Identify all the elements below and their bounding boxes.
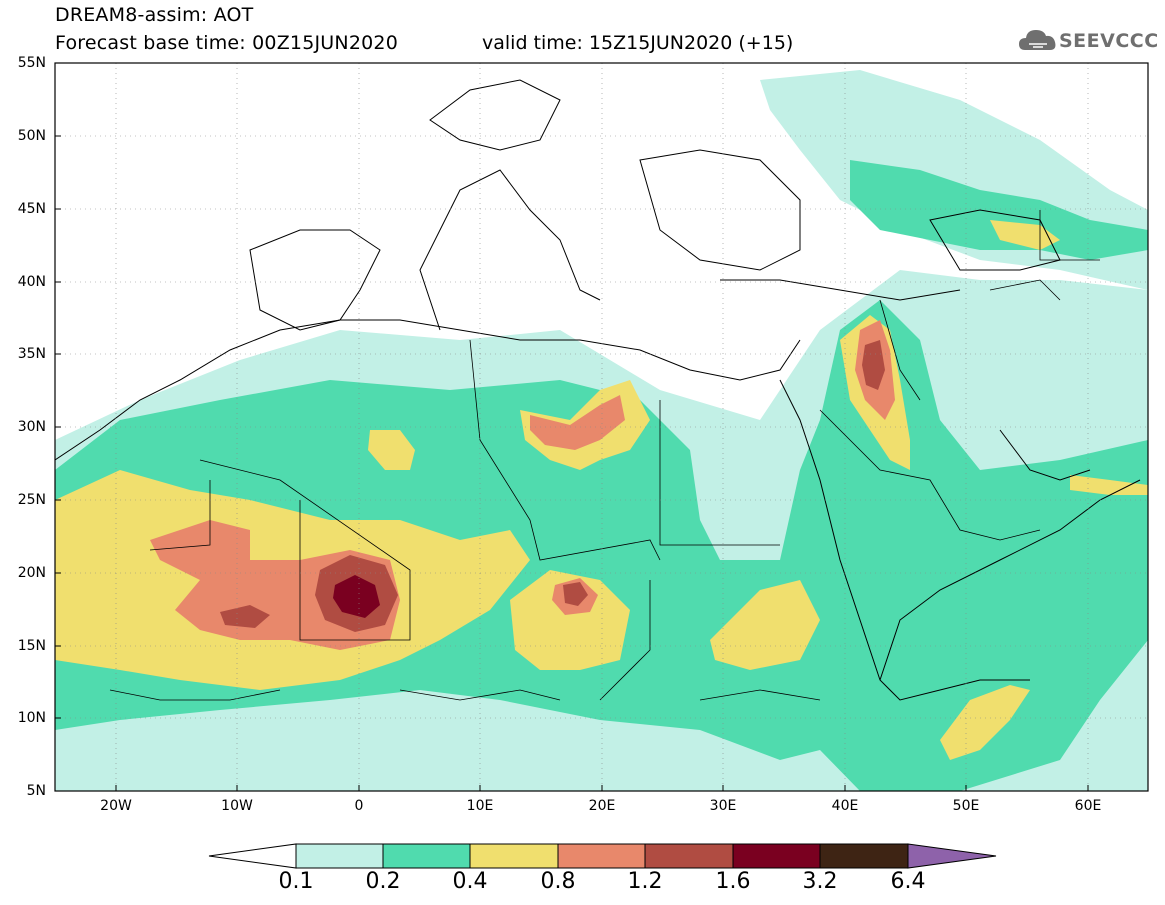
colorbar-bin-0.4 [469, 843, 559, 869]
lat-label: 15N [17, 638, 46, 654]
colorbar-over-arrow [907, 843, 997, 869]
logo-text: SEEVCCC [1059, 30, 1159, 52]
aot-level-1.6 [333, 575, 380, 618]
colorbar-bin-0.8 [557, 843, 646, 869]
colorbar-label: 3.2 [802, 869, 838, 894]
lon-label: 0 [354, 798, 364, 814]
cloud-logo-icon [1019, 30, 1056, 50]
colorbar [208, 843, 997, 869]
lon-label: 20W [100, 798, 132, 814]
lon-label: 10E [466, 798, 494, 814]
colorbar-bin-1.2 [644, 843, 734, 869]
colorbar-label: 0.4 [452, 869, 488, 894]
colorbar-label: 0.2 [365, 869, 401, 894]
chart-title: DREAM8-assim: AOT [55, 4, 254, 26]
colorbar-label: 0.8 [540, 869, 576, 894]
lat-label: 20N [17, 565, 46, 581]
valid-time: valid time: 15Z15JUN2020 (+15) [482, 32, 794, 54]
lat-label: 35N [17, 346, 46, 362]
lat-label: 45N [17, 201, 46, 217]
country-borders [109, 210, 1100, 701]
lat-label: 30N [17, 419, 46, 435]
axis-ticks [55, 135, 1089, 791]
lat-label: 50N [17, 128, 46, 144]
colorbar-bin-0.2 [382, 843, 471, 869]
colorbar-label: 0.1 [278, 869, 314, 894]
lat-label: 5N [26, 783, 46, 799]
colorbar-under-arrow [208, 843, 297, 869]
colorbar-bin-0.1 [295, 843, 384, 869]
lat-label: 55N [17, 55, 46, 71]
colorbar-bin-3.2 [819, 843, 909, 869]
base-time: Forecast base time: 00Z15JUN2020 [55, 32, 398, 54]
lat-label: 10N [17, 710, 46, 726]
lon-label: 50E [952, 798, 980, 814]
colorbar-label: 1.6 [715, 869, 751, 894]
lon-label: 20E [588, 798, 616, 814]
colorbar-label: 6.4 [890, 869, 926, 894]
lat-label: 25N [17, 492, 46, 508]
lon-label: 60E [1074, 798, 1102, 814]
lon-label: 40E [831, 798, 859, 814]
colorbar-label: 1.2 [627, 869, 663, 894]
lon-label: 10W [221, 798, 253, 814]
colorbar-bin-1.6 [732, 843, 821, 869]
lat-label: 40N [17, 274, 46, 290]
lon-label: 30E [709, 798, 737, 814]
graticule [55, 63, 1148, 791]
